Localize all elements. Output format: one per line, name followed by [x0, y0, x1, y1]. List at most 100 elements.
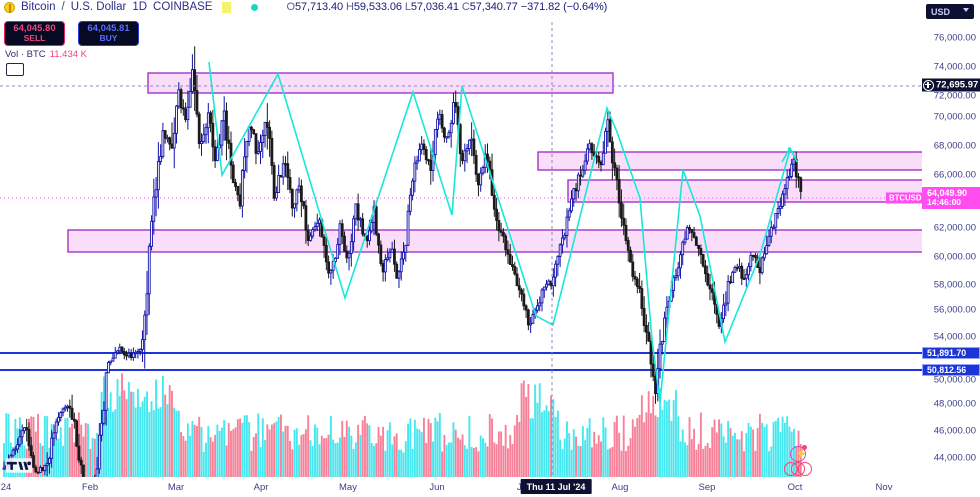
volume-bar	[570, 449, 573, 477]
candle-up	[318, 219, 321, 224]
volume-value: 11.434 K	[49, 49, 87, 60]
zigzag-arrow-head	[781, 146, 798, 163]
candle-down	[427, 159, 430, 162]
candle-up	[277, 174, 281, 194]
mid-supply-zone[interactable]	[537, 151, 922, 171]
candle-up	[329, 269, 333, 274]
volume-bar	[309, 440, 312, 477]
volume-bar	[202, 451, 205, 477]
volume-bar	[715, 432, 718, 477]
price-axis[interactable]: USD 76,000.00 74,000.00 72,000.00 70,000.00…	[922, 0, 980, 477]
low-label: L	[404, 1, 411, 13]
candle-up	[161, 130, 165, 157]
volume-bar	[118, 396, 121, 477]
interval-label[interactable]: 1D	[132, 1, 148, 13]
volume-bar	[327, 434, 330, 477]
candle-up	[295, 189, 299, 205]
volume-bar	[268, 429, 271, 477]
exchange-label[interactable]: COINBASE	[153, 1, 213, 13]
mid-supply-zone-2[interactable]	[567, 179, 922, 203]
candle-down	[599, 161, 603, 166]
volume-bar	[516, 414, 518, 477]
candle-up	[136, 351, 140, 354]
buy-button[interactable]: 64,045.81 BUY	[78, 21, 139, 46]
volume-bar	[307, 415, 310, 477]
candle-up	[59, 411, 63, 418]
level-price-chip-upper[interactable]: 51,891.70	[922, 347, 980, 359]
tradingview-logo[interactable]	[6, 458, 32, 473]
candle-down	[647, 331, 651, 342]
chart-plot-area[interactable]	[0, 0, 922, 477]
volume-bar	[768, 451, 770, 477]
zigzag-polyline[interactable]	[208, 61, 791, 403]
candle-down	[379, 244, 383, 265]
volume-bar	[688, 417, 691, 477]
candle-down	[526, 309, 530, 326]
volume-bar	[777, 417, 780, 477]
candle-down	[254, 133, 258, 154]
volume-bar	[127, 381, 130, 477]
alert-lightning-icon[interactable]: ⚡	[790, 445, 807, 462]
candle-down	[458, 124, 462, 155]
candle-up	[202, 134, 206, 142]
lower-demand-zone[interactable]	[67, 229, 922, 253]
volume-bar	[184, 440, 187, 477]
upper-supply-zone[interactable]	[147, 72, 614, 94]
volume-bar	[105, 379, 108, 477]
volume-bar	[556, 410, 559, 477]
volume-bar	[781, 416, 784, 477]
volume-bar	[500, 431, 503, 477]
candle-up	[61, 408, 65, 413]
volume-bar	[770, 446, 773, 477]
volume-bar	[774, 420, 777, 477]
volume-bar	[625, 451, 627, 477]
series-color-swatch[interactable]	[222, 1, 232, 13]
volume-bar	[370, 443, 373, 477]
level-price-chip-lower[interactable]: 50,812.56	[922, 364, 980, 376]
candle-down	[753, 254, 757, 258]
candle-down	[234, 182, 237, 187]
candle-up	[102, 409, 106, 424]
time-axis[interactable]: 24FebMarAprMayJunJulAugSepOctNov Thu 11 …	[0, 477, 980, 497]
volume-bar	[452, 422, 455, 477]
volume-bar	[731, 435, 734, 477]
sell-button[interactable]: 64,045.80 SELL	[4, 21, 65, 46]
currency-selector[interactable]: USD	[926, 4, 974, 19]
high-value: 59,533.06	[353, 1, 402, 13]
candle-up	[354, 203, 358, 220]
quote-currency-name[interactable]: U.S. Dollar	[70, 1, 127, 13]
candle-down	[729, 281, 732, 284]
volume-bar	[68, 427, 71, 477]
candle-up	[538, 302, 542, 307]
volume-bar	[609, 448, 612, 477]
ohlc-values: O57,713.40 H59,533.06 L57,036.41 C57,340…	[286, 1, 607, 13]
volume-bar	[674, 389, 677, 477]
candle-up	[658, 343, 662, 370]
volume-bar	[166, 404, 169, 477]
chart-legend: Bitcoin / U.S. Dollar 1D COINBASE O57,71…	[4, 1, 607, 13]
candle-up	[256, 150, 260, 154]
candle-down	[302, 201, 306, 207]
target-price-chip[interactable]: 72,695.97	[922, 78, 980, 92]
symbol-name[interactable]: Bitcoin	[21, 1, 56, 13]
candle-down	[25, 427, 29, 431]
volume-bar	[132, 392, 135, 477]
candle-up	[529, 322, 533, 326]
volume-bar	[121, 373, 123, 477]
volume-bar	[93, 438, 96, 477]
candle-up	[399, 258, 403, 273]
volume-bar	[713, 419, 716, 477]
coins-replay-icon[interactable]	[784, 462, 814, 476]
candle-up	[581, 169, 585, 177]
candle-up	[143, 314, 147, 341]
volume-bar	[638, 414, 641, 477]
candle-up	[188, 91, 192, 108]
volume-bar	[379, 435, 382, 477]
volume-legend[interactable]: Vol · BTC 11.434 K	[5, 49, 87, 60]
volume-bar	[71, 423, 74, 477]
volume-bar	[445, 445, 448, 477]
volume-bar	[157, 408, 160, 477]
candle-up	[767, 235, 771, 246]
volume-bar	[116, 379, 119, 477]
current-price-chip[interactable]: 64,049.90 14:46:00	[922, 187, 980, 209]
